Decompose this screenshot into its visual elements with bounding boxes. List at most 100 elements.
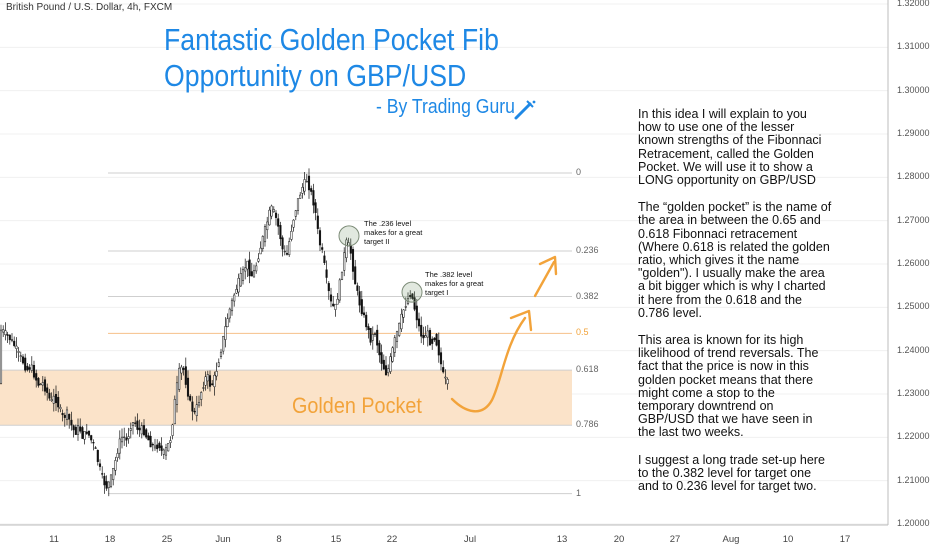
candle-body [96, 449, 99, 462]
candle-body [19, 355, 22, 358]
candle-body [288, 241, 291, 256]
candle-body [149, 435, 152, 448]
projection-arrows [450, 255, 558, 413]
candle-body [217, 362, 220, 367]
candle-body [13, 340, 16, 346]
time-tick-label: 8 [276, 534, 282, 545]
candle-body [371, 334, 374, 341]
candle-body [334, 303, 337, 310]
candle-body [68, 413, 71, 420]
candle-body [134, 422, 137, 424]
candle-body [109, 474, 113, 487]
candle-body [318, 230, 322, 246]
title-line-2: Opportunity on GBP/USD [164, 58, 467, 93]
candle-body [182, 368, 185, 370]
page-title: Fantastic Golden Pocket Fib Opportunity … [164, 22, 542, 94]
candle-body [323, 255, 326, 263]
candle-body [142, 425, 146, 436]
candle-body [30, 364, 33, 371]
candle-body [50, 399, 53, 401]
candle-body [138, 427, 141, 431]
time-tick-label: 17 [839, 534, 851, 545]
candle-body [435, 333, 438, 346]
candle-body [250, 271, 253, 277]
note-target-2: The .236 level makes for a great target … [364, 219, 423, 246]
candle-body [175, 382, 179, 405]
candle-body [422, 334, 425, 339]
candle-body [285, 253, 289, 255]
candle-body [376, 329, 379, 346]
candle-body [160, 445, 163, 451]
fib-level-label: 1 [576, 487, 582, 498]
price-tick-label: 1.23000 [897, 388, 930, 398]
candle-body [431, 338, 434, 344]
time-tick-label: Jul [463, 534, 477, 545]
price-tick-label: 1.20000 [897, 518, 930, 528]
candle-body [400, 313, 403, 330]
description-paragraph: The “golden pocket” is the name of the a… [638, 200, 832, 320]
candle-body [354, 266, 357, 285]
candle-body [211, 383, 214, 386]
candle-body [442, 367, 445, 373]
candle-body [76, 425, 80, 435]
candle-body [222, 336, 225, 352]
candle-body [10, 339, 14, 341]
candle-body [226, 318, 229, 328]
author-byline: - By Trading Guru [376, 96, 515, 118]
candle-body [303, 179, 306, 192]
candle-body [369, 327, 372, 343]
candle-body [301, 187, 304, 194]
candle-body [169, 440, 172, 444]
candle-body [312, 190, 315, 206]
candle-body [340, 271, 344, 281]
time-tick-label: 15 [330, 534, 342, 545]
candle-body [424, 335, 427, 338]
candle-body [79, 426, 82, 432]
time-tick-label: 10 [782, 534, 794, 545]
title-line-1: Fantastic Golden Pocket Fib [164, 22, 499, 57]
price-tick-label: 1.27000 [897, 214, 930, 225]
candle-body [200, 392, 203, 400]
fib-level-label: 0.382 [576, 290, 599, 301]
candle-body [83, 431, 86, 440]
candle-body [48, 392, 51, 399]
arrow-head [509, 309, 533, 332]
candle-body [140, 425, 143, 435]
candle-body [228, 308, 231, 319]
candle-body [252, 270, 256, 278]
candle-body [365, 314, 368, 328]
candle-body [237, 277, 240, 293]
candle-body [105, 481, 108, 489]
time-tick-label: 11 [49, 534, 59, 545]
candle-body [15, 345, 18, 349]
candle-body [162, 449, 165, 455]
candle-body [338, 279, 341, 301]
candle-body [395, 331, 399, 342]
candle-body [204, 376, 207, 386]
candle-body [103, 475, 106, 486]
candle-body [290, 230, 293, 240]
candle-body [389, 356, 392, 372]
price-tick-label: 1.31000 [897, 41, 930, 52]
candle-body [329, 294, 333, 302]
candle-body [261, 236, 264, 249]
description-paragraph: This area is known for its high likeliho… [638, 333, 819, 440]
candle-body [316, 215, 319, 229]
candle-body [90, 435, 93, 441]
candle-body [17, 351, 20, 353]
arrow-head [538, 255, 558, 276]
candle-body [426, 330, 429, 338]
candle-body [52, 395, 55, 404]
candle-body [360, 299, 363, 315]
fib-level-label: 0.5 [576, 327, 589, 338]
candle-body [94, 447, 97, 449]
candle-body [43, 379, 47, 392]
candle-body [404, 306, 407, 308]
candle-body [382, 359, 385, 370]
candle-body [241, 268, 245, 281]
candle-body [277, 218, 280, 227]
candle-body [246, 260, 249, 270]
candle-body [235, 289, 238, 294]
arrow-to-target-1 [450, 316, 527, 413]
candle-body [409, 295, 412, 298]
